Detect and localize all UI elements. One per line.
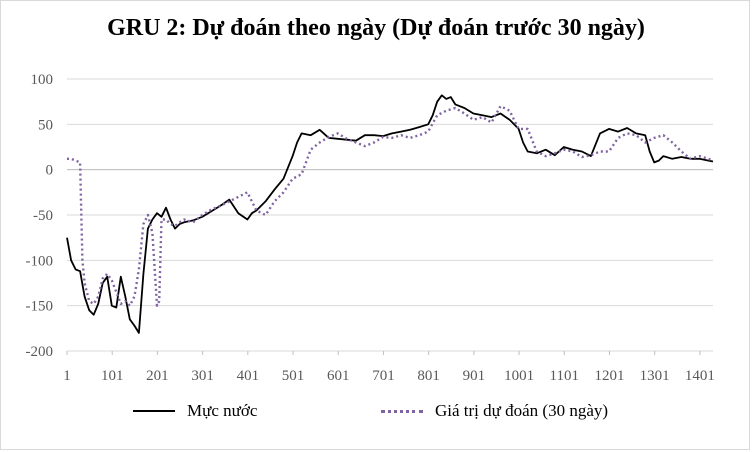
x-tick-label: 1001: [504, 368, 534, 384]
series-line-forecast: [67, 105, 714, 307]
x-tick-label: 401: [237, 368, 260, 384]
chart-title: GRU 2: Dự đoán theo ngày (Dự đoán trước …: [107, 15, 645, 41]
legend-item-forecast: Giá trị dự đoán (30 ngày): [381, 401, 608, 421]
series-line-water-level: [66, 94, 714, 334]
y-tick-label: -150: [26, 299, 54, 315]
x-tick-label: 1201: [594, 368, 624, 384]
x-tick-label: 701: [372, 368, 395, 384]
x-tick-label: 501: [282, 368, 305, 384]
x-tick-label: 801: [417, 368, 440, 384]
legend-item-water-level: Mực nước: [133, 401, 257, 421]
y-tick-label: 50: [38, 117, 53, 133]
y-tick-label: -200: [26, 344, 54, 360]
legend-label-forecast: Giá trị dự đoán (30 ngày): [435, 401, 609, 420]
x-tick-label: 301: [191, 368, 214, 384]
legend-swatch-water-level: [133, 410, 175, 412]
x-tick-label: 1101: [550, 368, 579, 384]
legend: Mực nước Giá trị dự đoán (30 ngày): [1, 401, 751, 431]
legend-label-water-level: Mực nước: [187, 401, 258, 420]
y-tick-label: 100: [31, 72, 54, 88]
x-tick-label: 1401: [685, 368, 715, 384]
x-tick-label: 101: [101, 368, 124, 384]
x-tick-label: 901: [463, 368, 486, 384]
x-tick-label: 601: [327, 368, 350, 384]
x-tick-label: 201: [146, 368, 169, 384]
y-tick-label: -100: [26, 253, 54, 269]
y-tick-label: 0: [46, 163, 54, 179]
y-tick-label: -50: [33, 208, 53, 224]
legend-swatch-forecast: [381, 409, 423, 413]
x-tick-label: 1: [63, 368, 71, 384]
x-tick-label: 1301: [640, 368, 670, 384]
